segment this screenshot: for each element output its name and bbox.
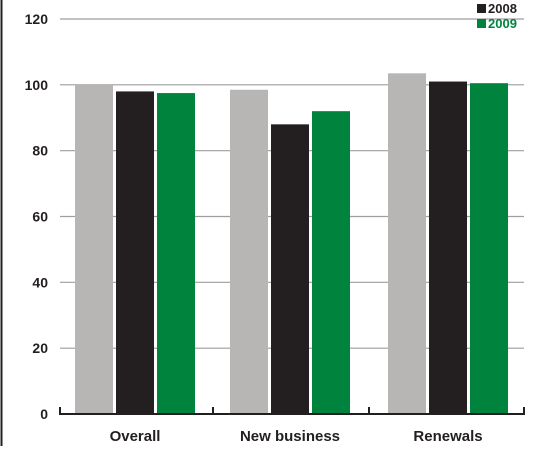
legend-swatch-2008 xyxy=(477,4,486,13)
bars xyxy=(75,73,508,415)
y-tick-label: 40 xyxy=(32,274,48,290)
bar-renewals-series-0 xyxy=(388,73,426,414)
x-category-label: New business xyxy=(240,428,340,445)
bar-renewals-series-1 xyxy=(429,81,467,415)
bar-new-business-series-1 xyxy=(271,124,309,414)
bar-overall-series-2 xyxy=(157,93,195,414)
x-category-label: Overall xyxy=(110,428,161,445)
bar-overall-series-1 xyxy=(116,91,154,415)
legend-swatch-2009 xyxy=(477,19,486,28)
x-axis xyxy=(59,407,525,415)
y-tick-label: 0 xyxy=(40,406,48,422)
y-tick-label: 60 xyxy=(32,209,48,225)
y-tick-label: 100 xyxy=(25,77,49,93)
y-axis-tick-labels: 0 20 40 60 80 100 120 xyxy=(25,11,49,422)
y-tick-label: 80 xyxy=(32,143,48,159)
y-tick-label: 20 xyxy=(32,340,48,356)
x-axis-category-labels: Overall New business Renewals xyxy=(110,428,483,445)
bar-overall-series-0 xyxy=(75,84,113,414)
legend-label-2009: 2009 xyxy=(488,16,517,31)
x-category-label: Renewals xyxy=(413,428,482,445)
y-tick-label: 120 xyxy=(25,11,49,27)
bar-renewals-series-2 xyxy=(470,83,508,414)
bar-new-business-series-0 xyxy=(230,89,268,414)
bar-new-business-series-2 xyxy=(312,111,350,415)
legend: 2008 2009 xyxy=(477,1,517,31)
legend-label-2008: 2008 xyxy=(488,1,517,16)
